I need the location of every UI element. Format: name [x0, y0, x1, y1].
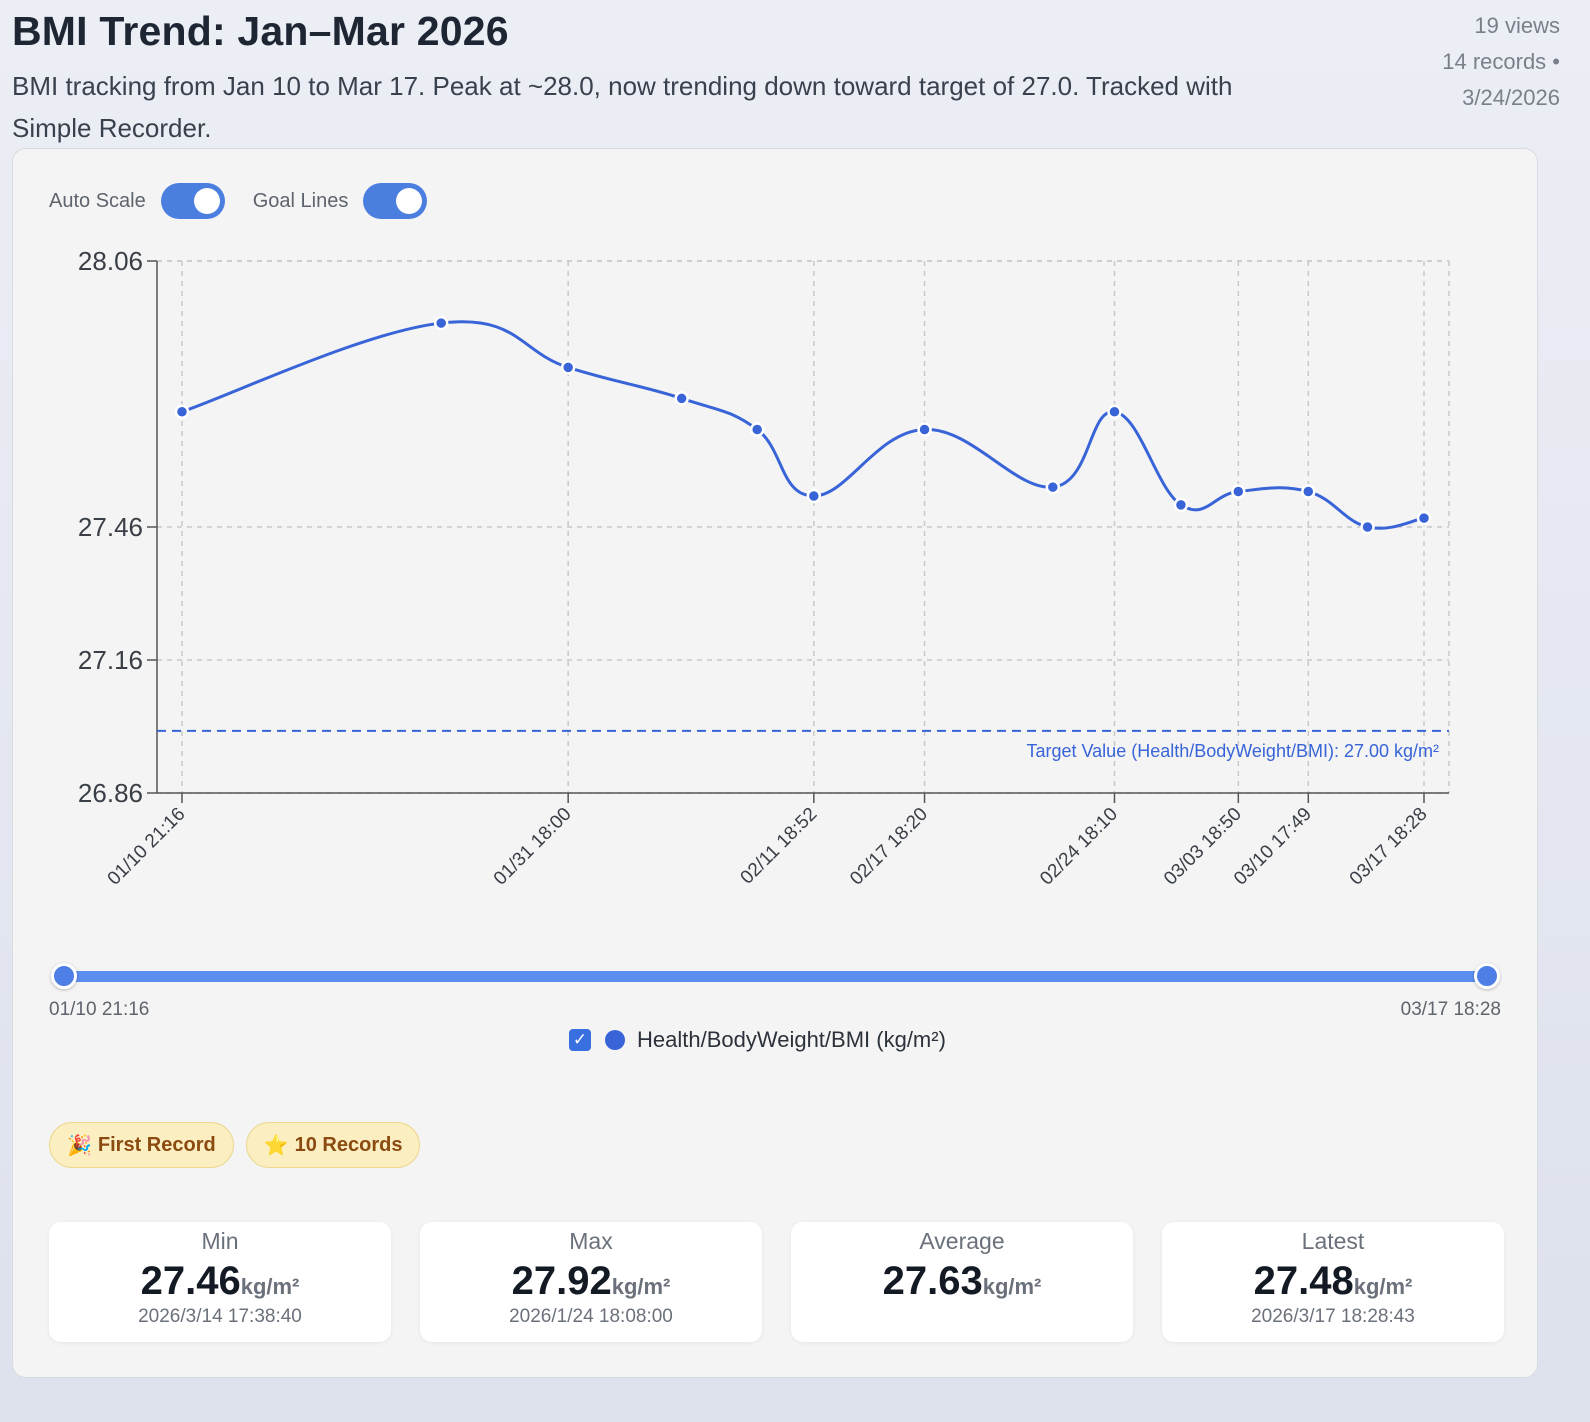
- data-point[interactable]: [560, 360, 576, 375]
- toggle-knob: [193, 188, 220, 214]
- badge-label: 10 Records: [294, 1133, 403, 1156]
- stat-date: 2026/3/17 18:28:43: [1251, 1306, 1415, 1327]
- data-point[interactable]: [1173, 497, 1189, 513]
- records-count: 14 records •: [1442, 49, 1560, 74]
- goal-lines-label: Goal Lines: [252, 189, 349, 212]
- data-point[interactable]: [1301, 484, 1316, 499]
- page-subtitle: BMI tracking from Jan 10 to Mar 17. Peak…: [12, 71, 1233, 143]
- stat-unit: kg/m²: [240, 1274, 300, 1299]
- data-point[interactable]: [1416, 510, 1432, 526]
- y-tick-label: 28.06: [78, 246, 143, 276]
- data-point[interactable]: [1231, 484, 1246, 499]
- x-tick-label: 03/17 18:28: [1346, 804, 1432, 890]
- data-point[interactable]: [174, 404, 190, 419]
- meta-info: 19 views 14 records • 3/24/2026: [1442, 8, 1560, 116]
- stats-row: Min 27.46kg/m² 2026/3/14 17:38:40 Max 27…: [49, 1222, 1504, 1342]
- data-point[interactable]: [433, 315, 449, 331]
- party-icon: 🎉: [67, 1134, 92, 1157]
- page-title: BMI Trend: Jan–Mar 2026: [12, 8, 509, 54]
- data-point[interactable]: [1360, 519, 1375, 535]
- stat-label: Max: [569, 1228, 613, 1254]
- badges: 🎉 First Record ⭐ 10 Records: [49, 1122, 432, 1168]
- y-tick-label: 26.86: [78, 778, 143, 808]
- data-point[interactable]: [674, 391, 689, 406]
- badge-10-records: ⭐ 10 Records: [245, 1122, 421, 1168]
- stat-unit: kg/m²: [1353, 1274, 1413, 1299]
- data-point[interactable]: [806, 488, 822, 504]
- data-point[interactable]: [1045, 479, 1061, 495]
- stat-latest: Latest 27.48kg/m² 2026/3/17 18:28:43: [1162, 1222, 1504, 1342]
- views-count: 19 views: [1474, 13, 1560, 38]
- range-end-handle[interactable]: [1474, 963, 1500, 989]
- target-label: Target Value (Health/BodyWeight/BMI): 27…: [1026, 741, 1439, 761]
- legend-label: Health/BodyWeight/BMI (kg/m²): [637, 1027, 946, 1052]
- range-slider[interactable]: [51, 957, 1500, 997]
- chart-legend[interactable]: ✓ Health/BodyWeight/BMI (kg/m²): [569, 1027, 946, 1053]
- range-start-label: 01/10 21:16: [49, 999, 150, 1020]
- stat-date: 2026/3/14 17:38:40: [138, 1306, 302, 1327]
- stat-label: Min: [201, 1228, 239, 1254]
- badge-label: First Record: [97, 1133, 216, 1156]
- data-point[interactable]: [917, 422, 932, 437]
- stat-unit: kg/m²: [982, 1274, 1042, 1299]
- badge-first-record: 🎉 First Record: [49, 1122, 234, 1168]
- stat-number: 27.48: [1253, 1259, 1354, 1303]
- x-tick-label: 01/10 21:16: [104, 804, 190, 890]
- stat-max: Max 27.92kg/m² 2026/1/24 18:08:00: [420, 1222, 762, 1342]
- legend-checkbox[interactable]: ✓: [569, 1029, 591, 1051]
- stat-value: 27.48kg/m²: [1162, 1259, 1504, 1304]
- stat-value: 27.46kg/m²: [49, 1259, 391, 1304]
- auto-scale-toggle[interactable]: [160, 183, 225, 219]
- auto-scale-label: Auto Scale: [49, 189, 146, 212]
- stat-number: 27.63: [882, 1259, 983, 1303]
- header: BMI Trend: Jan–Mar 2026 BMI tracking fro…: [12, 8, 1312, 149]
- x-tick-label: 02/11 18:52: [737, 804, 822, 889]
- stat-label: Latest: [1301, 1228, 1365, 1254]
- toggle-bar: Auto Scale Goal Lines: [49, 183, 455, 219]
- stat-number: 27.46: [140, 1259, 241, 1303]
- data-point[interactable]: [1107, 404, 1122, 419]
- toggle-knob: [396, 188, 423, 214]
- x-tick-label: 02/17 18:20: [846, 804, 932, 890]
- x-tick-label: 01/31 18:00: [490, 804, 576, 890]
- stat-min: Min 27.46kg/m² 2026/3/14 17:38:40: [49, 1222, 391, 1342]
- range-track[interactable]: [63, 971, 1488, 982]
- range-end-label: 03/17 18:28: [1400, 999, 1501, 1020]
- star-icon: ⭐: [263, 1134, 289, 1157]
- y-tick-label: 27.46: [78, 512, 143, 542]
- stat-unit: kg/m²: [611, 1274, 671, 1299]
- data-point[interactable]: [749, 422, 765, 437]
- stat-value: 27.92kg/m²: [420, 1259, 762, 1304]
- stat-label: Average: [919, 1228, 1005, 1254]
- stat-number: 27.92: [511, 1259, 612, 1303]
- y-tick-label: 27.16: [78, 645, 143, 675]
- chart-card: Auto Scale Goal Lines 28.06 27.46 27.16 26.…: [12, 148, 1538, 1378]
- goal-lines-toggle[interactable]: [363, 183, 428, 219]
- meta-date: 3/24/2026: [1462, 85, 1560, 110]
- stat-date: 2026/1/24 18:08:00: [509, 1306, 673, 1327]
- legend-swatch: [605, 1030, 625, 1050]
- stat-average: Average 27.63kg/m²: [791, 1222, 1133, 1342]
- range-start-handle[interactable]: [51, 963, 77, 989]
- x-tick-label: 02/24 18:10: [1036, 804, 1122, 890]
- stat-value: 27.63kg/m²: [791, 1259, 1133, 1304]
